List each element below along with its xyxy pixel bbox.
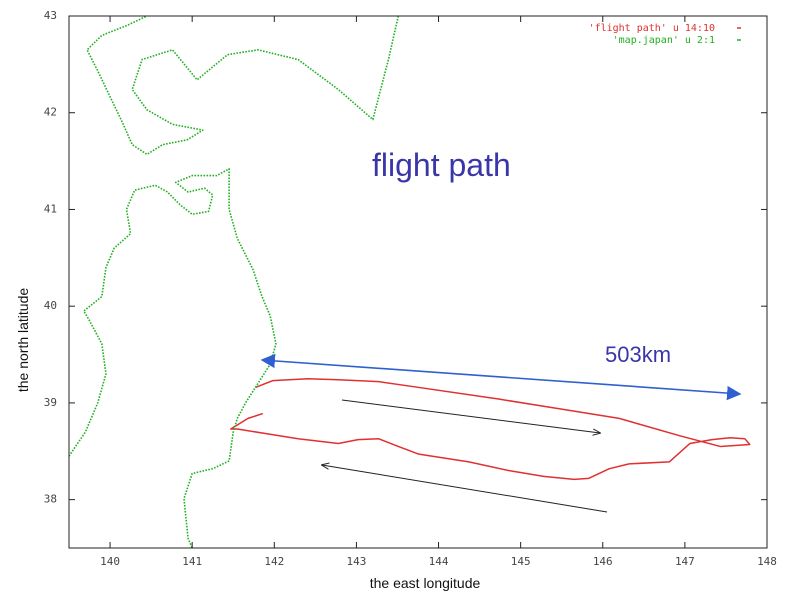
x-tick-label: 144 <box>429 555 449 568</box>
annotation: flight path <box>372 147 511 183</box>
x-tick-label: 146 <box>593 555 613 568</box>
x-tick-label: 142 <box>264 555 284 568</box>
x-tick-label: 140 <box>100 555 120 568</box>
y-tick-label: 42 <box>44 106 57 119</box>
y-tick-label: 38 <box>44 493 57 506</box>
x-tick-label: 147 <box>675 555 695 568</box>
direction-arrow <box>322 465 608 513</box>
legend-label: 'flight path' u 14:10 <box>589 23 715 34</box>
x-tick-label: 141 <box>182 555 202 568</box>
y-tick-label: 41 <box>44 202 57 215</box>
x-tick-label: 143 <box>346 555 366 568</box>
x-tick-label: 145 <box>511 555 531 568</box>
annotation: 503km <box>605 342 671 367</box>
y-tick-label: 39 <box>44 396 57 409</box>
direction-arrow <box>341 399 600 433</box>
y-tick-label: 40 <box>44 299 57 312</box>
plot-frame <box>68 15 768 549</box>
series-line <box>69 16 400 548</box>
y-axis-label: the north latitude <box>15 288 31 393</box>
legend-label: 'map.japan' u 2:1 <box>613 35 715 46</box>
x-tick-label: 148 <box>757 555 777 568</box>
y-tick-label: 43 <box>44 9 57 22</box>
distance-arrow <box>260 353 742 401</box>
x-axis-label: the east longitude <box>370 575 481 591</box>
